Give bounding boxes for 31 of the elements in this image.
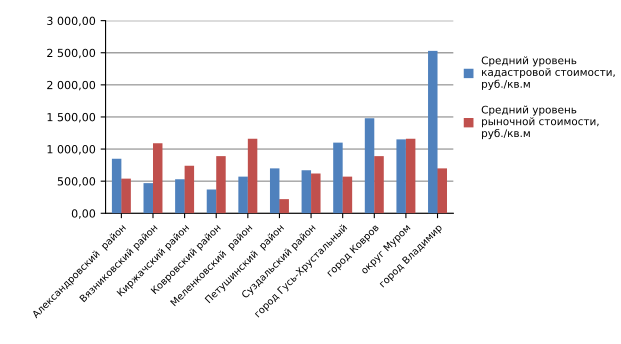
bar xyxy=(342,176,352,214)
bar xyxy=(279,199,289,214)
y-tick-label: 3 000,00 xyxy=(47,16,96,26)
bar xyxy=(121,178,131,214)
y-tick-label: 1 000,00 xyxy=(48,145,96,155)
bar xyxy=(144,183,153,214)
bar xyxy=(175,179,185,214)
bar xyxy=(248,138,258,214)
bar xyxy=(238,176,248,214)
bar xyxy=(270,168,280,214)
bar xyxy=(364,118,374,214)
legend-label: Средний уровень рыночной стоимости, руб./кв.м xyxy=(482,106,599,140)
legend-label: Средний уровень кадастровой стоимости, руб./кв.м xyxy=(482,56,615,90)
bar xyxy=(112,158,122,214)
bar xyxy=(438,168,448,214)
bar xyxy=(206,190,216,214)
bar xyxy=(152,143,162,214)
bar xyxy=(374,156,384,214)
bar xyxy=(428,50,438,214)
y-tick-label: 0,00 xyxy=(72,209,96,219)
bar xyxy=(302,170,312,214)
bar xyxy=(396,139,406,214)
bar xyxy=(184,166,194,214)
bar xyxy=(333,142,343,214)
bar xyxy=(311,173,321,214)
y-tick-label: 2 500,00 xyxy=(47,48,96,58)
y-tick-label: 500,00 xyxy=(58,177,96,187)
bar xyxy=(216,156,226,214)
y-tick-label: 1 500,00 xyxy=(48,112,96,122)
bar xyxy=(406,138,416,214)
y-tick-label: 2 000,00 xyxy=(47,80,96,90)
